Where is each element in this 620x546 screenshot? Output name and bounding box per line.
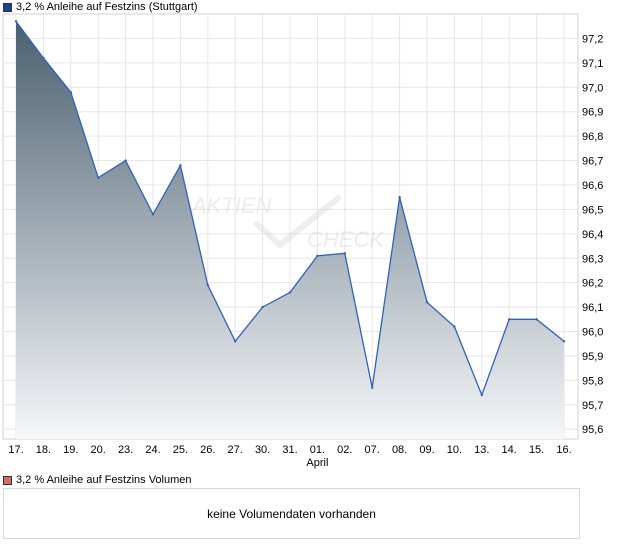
price-legend-swatch (3, 2, 12, 12)
y-tick-label: 95,6 (582, 424, 603, 436)
x-tick-label: 31. (282, 444, 297, 456)
data-point (453, 325, 456, 328)
data-point (151, 213, 155, 216)
data-point (206, 283, 209, 287)
watermark-line1: AKTIEN (190, 193, 272, 218)
price-chart: AKTIEN CHECK 95,6 95,7 95,8 95,9 96,0 96,1 96,… (2, 13, 603, 469)
price-legend-label: 3,2 % Anleihe auf Festzins (Stuttgart) (16, 1, 198, 13)
x-tick-label: 27. (228, 444, 243, 456)
y-tick-label: 96,8 (582, 131, 603, 143)
x-tick-label: 14. (502, 444, 517, 456)
price-area (16, 21, 564, 440)
x-axis-labels: 17. 18. 19. 20. 23. 24. 25. 26. 27. 30. 31. 01.Apri… (8, 444, 571, 469)
watermark-check-icon (254, 195, 341, 248)
y-tick-label: 95,7 (582, 400, 603, 412)
y-tick-label: 95,9 (582, 351, 603, 363)
x-tick-label: 15. (529, 444, 544, 456)
data-point (234, 340, 237, 343)
x-tick-label: 19. (63, 444, 78, 456)
data-point (371, 386, 374, 389)
data-point (42, 56, 45, 60)
x-tick-label: 01. (310, 444, 325, 456)
x-tick-label: 07. (365, 444, 380, 456)
x-tick-label: 09. (419, 444, 434, 456)
data-point (425, 301, 429, 304)
data-point (288, 291, 292, 294)
watermark-line2: CHECK (307, 227, 385, 252)
x-tick-label: 25. (173, 444, 188, 456)
x-tick-label: 20. (91, 444, 106, 456)
volume-legend-label: 3,2 % Anleihe auf Festzins Volumen (16, 474, 192, 486)
x-tick-label: 08. (392, 444, 407, 456)
price-legend: 3,2 % Anleihe auf Festzins (Stuttgart) (3, 1, 198, 13)
volume-legend-swatch (3, 475, 12, 485)
data-point (480, 393, 483, 397)
y-tick-label: 96,4 (582, 229, 603, 241)
x-tick-label: 17. (8, 444, 23, 456)
x-tick-label: 23. (118, 444, 133, 456)
volume-legend: 3,2 % Anleihe auf Festzins Volumen (3, 474, 192, 486)
x-tick-label: 26. (200, 444, 215, 456)
y-tick-label: 96,2 (582, 278, 603, 290)
data-point (69, 90, 73, 94)
data-point (14, 20, 18, 23)
data-point (343, 252, 346, 255)
x-tick-label: 18. (36, 444, 51, 456)
data-point (508, 318, 511, 321)
y-tick-label: 96,3 (582, 253, 603, 265)
aktiencheck-watermark: AKTIEN CHECK (190, 193, 385, 252)
x-tick-label: 16. (556, 444, 571, 456)
no-volume-message: keine Volumendaten vorhanden (207, 507, 376, 521)
data-point (97, 176, 100, 179)
y-tick-label: 96,0 (582, 327, 603, 339)
x-tick-label: 30. (255, 444, 270, 456)
y-tick-label: 97,1 (582, 58, 603, 70)
y-axis-labels: 95,6 95,7 95,8 95,9 96,0 96,1 96,2 96,3 96,4 96,5… (582, 33, 603, 436)
data-point (261, 305, 264, 309)
y-tick-label: 95,8 (582, 375, 603, 387)
x-tick-sublabel: April (306, 457, 328, 469)
data-point (316, 254, 319, 258)
data-point (562, 340, 566, 343)
x-tick-label: 24. (145, 444, 160, 456)
data-point (124, 159, 127, 162)
y-tick-label: 97,2 (582, 33, 603, 45)
data-point (179, 164, 182, 167)
data-point (535, 318, 538, 321)
y-tick-label: 97,0 (582, 82, 603, 94)
y-tick-label: 96,9 (582, 107, 603, 119)
x-tick-label: 02. (337, 444, 352, 456)
y-tick-label: 96,6 (582, 180, 603, 192)
y-tick-label: 96,1 (582, 302, 603, 314)
y-tick-label: 96,5 (582, 204, 603, 216)
volume-panel: keine Volumendaten vorhanden (3, 488, 580, 539)
data-point (398, 195, 401, 199)
y-tick-label: 96,7 (582, 156, 603, 168)
x-tick-label: 13. (474, 444, 489, 456)
x-tick-label: 10. (447, 444, 462, 456)
